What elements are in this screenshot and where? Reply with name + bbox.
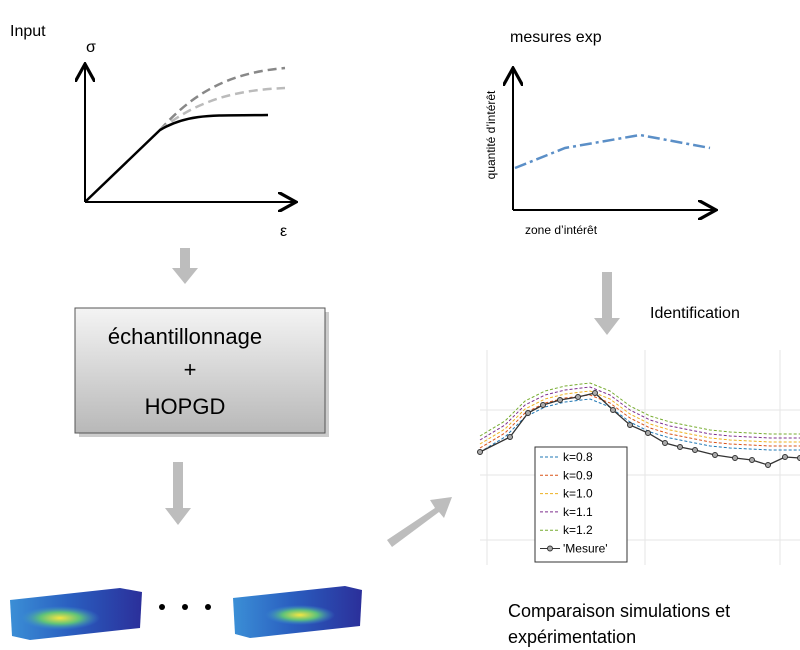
measure-point bbox=[733, 456, 738, 461]
measure-point bbox=[628, 423, 633, 428]
measure-point bbox=[646, 431, 651, 436]
legend-label: k=1.0 bbox=[563, 487, 593, 501]
measure-point bbox=[766, 463, 771, 468]
legend-label: k=0.8 bbox=[563, 450, 593, 464]
measure-point bbox=[478, 450, 483, 455]
legend-label: k=0.9 bbox=[563, 468, 593, 482]
measure-point bbox=[593, 391, 598, 396]
measure-point bbox=[713, 453, 718, 458]
process-line: échantillonnage bbox=[108, 324, 262, 349]
measure-point bbox=[783, 455, 788, 460]
measure-point bbox=[526, 411, 531, 416]
comparison-plot bbox=[478, 350, 800, 565]
measure-point bbox=[611, 408, 616, 413]
measure-point bbox=[576, 395, 581, 400]
measure-point bbox=[558, 398, 563, 403]
legend: k=0.8 k=0.9 k=1.0 k=1.1 k=1.2 'Mesure' bbox=[535, 447, 627, 562]
measure-point bbox=[663, 441, 668, 446]
measure-point bbox=[508, 435, 513, 440]
x-axis-label: ε bbox=[280, 223, 287, 240]
x-axis-label: zone d’intérêt bbox=[525, 223, 598, 237]
process-line: + bbox=[184, 357, 197, 382]
legend-marker bbox=[548, 546, 553, 551]
caption-line: expérimentation bbox=[508, 627, 636, 647]
legend-label: k=1.1 bbox=[563, 505, 593, 519]
legend-label: k=1.2 bbox=[563, 523, 593, 537]
y-axis-label: σ bbox=[86, 39, 96, 56]
input-label: Input bbox=[10, 23, 46, 40]
simulation-blocks bbox=[10, 586, 362, 640]
measure-point bbox=[750, 458, 755, 463]
identification-label: Identification bbox=[650, 305, 740, 322]
measures-plot bbox=[513, 70, 714, 210]
caption-line: Comparaison simulations et bbox=[508, 601, 730, 621]
measures-title: mesures exp bbox=[510, 29, 602, 46]
measure-point bbox=[541, 403, 546, 408]
process-line: HOPGD bbox=[145, 394, 226, 419]
measure-point bbox=[678, 445, 683, 450]
stress-strain-plot bbox=[85, 66, 294, 202]
y-axis-label: quantité d’intérêt bbox=[484, 90, 498, 179]
measure-point bbox=[693, 448, 698, 453]
legend-label: 'Mesure' bbox=[563, 542, 608, 556]
diagram: Input σ ε échantillonnage + HOPGD mesure… bbox=[0, 0, 800, 650]
